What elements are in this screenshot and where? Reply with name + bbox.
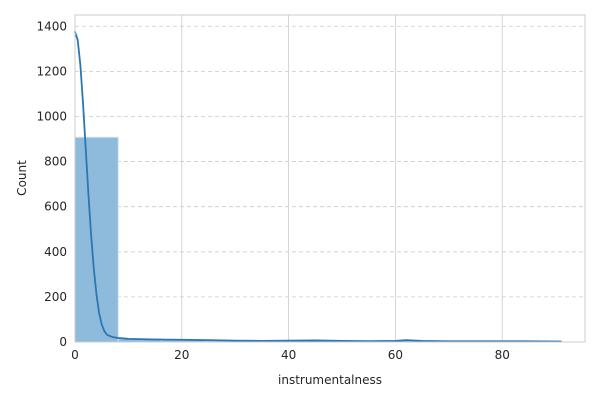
y-tick-label-2: 400 [44, 245, 67, 259]
x-tick-label-4: 80 [495, 348, 510, 362]
y-tick-label-4: 800 [44, 155, 67, 169]
y-tick-label-1: 200 [44, 290, 67, 304]
y-tick-label-5: 1000 [36, 109, 67, 123]
x-tick-label-3: 60 [388, 348, 403, 362]
x-tick-label-1: 20 [174, 348, 189, 362]
y-tick-label-3: 600 [44, 200, 67, 214]
y-tick-label-0: 0 [59, 335, 67, 349]
y-tick-label-6: 1200 [36, 64, 67, 78]
y-axis-label: Count [15, 160, 29, 196]
x-tick-label-2: 40 [281, 348, 296, 362]
x-axis-label: instrumentalness [278, 373, 382, 387]
histogram-bar-0 [75, 137, 118, 342]
x-tick-label-0: 0 [71, 348, 79, 362]
y-tick-label-7: 1400 [36, 19, 67, 33]
